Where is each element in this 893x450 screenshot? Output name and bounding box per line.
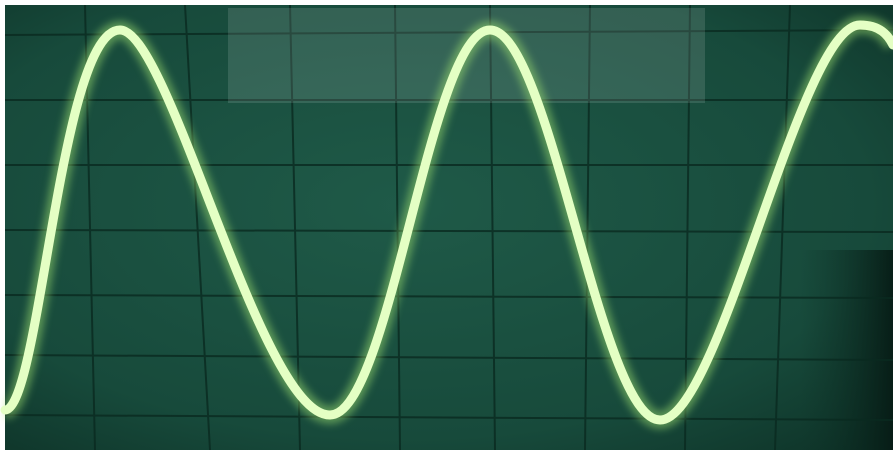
page: [0, 0, 893, 450]
oscilloscope-screen: [0, 0, 893, 450]
